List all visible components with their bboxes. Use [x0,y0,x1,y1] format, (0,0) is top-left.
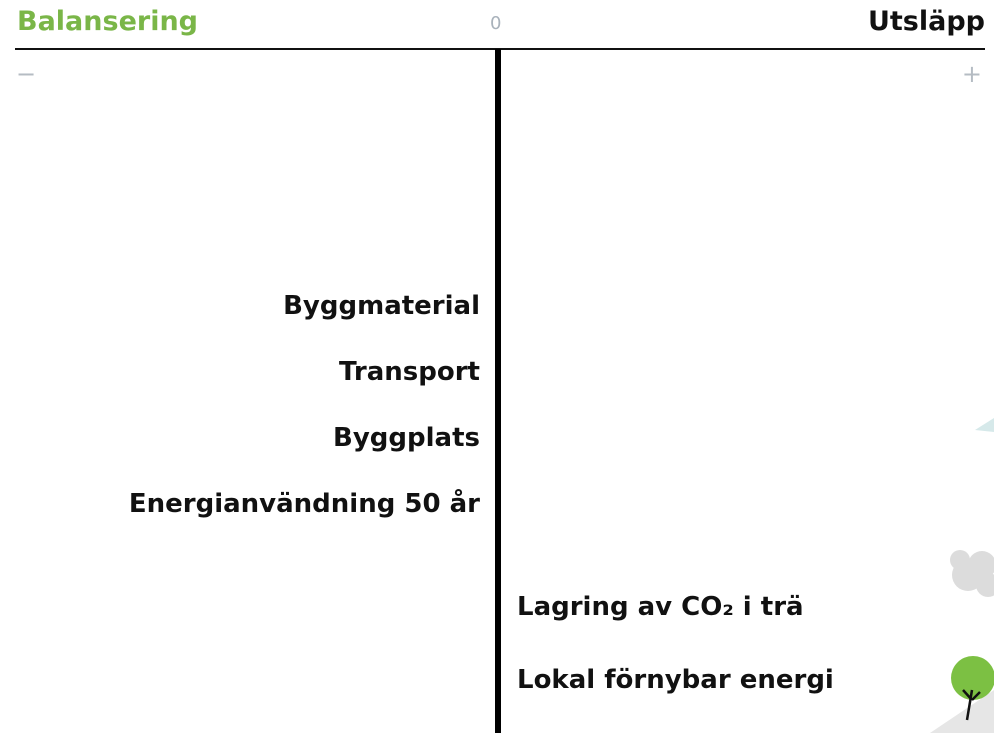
page: Balansering 0 Utsläpp − + Byggmaterial Tr… [0,0,994,733]
emission-item: Byggmaterial [283,289,480,323]
plus-sign: + [962,60,982,88]
smoke-cloud [950,550,994,597]
emission-item: Transport [339,355,480,389]
minus-sign: − [16,60,36,88]
cloud-shape [975,418,994,432]
center-axis [495,49,501,733]
emission-item: Energianvändning 50 år [129,487,480,521]
balance-title: Balansering [17,4,198,40]
decoration [920,400,994,733]
balance-item: Lagring av CO₂ i trä [517,590,804,624]
emission-item: Byggplats [333,421,480,455]
zero-label: 0 [490,12,501,36]
emission-title: Utsläpp [868,4,985,40]
balance-item: Lokal förnybar energi [517,663,834,697]
